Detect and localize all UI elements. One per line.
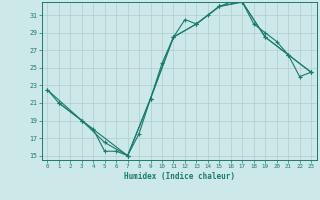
X-axis label: Humidex (Indice chaleur): Humidex (Indice chaleur) xyxy=(124,172,235,181)
